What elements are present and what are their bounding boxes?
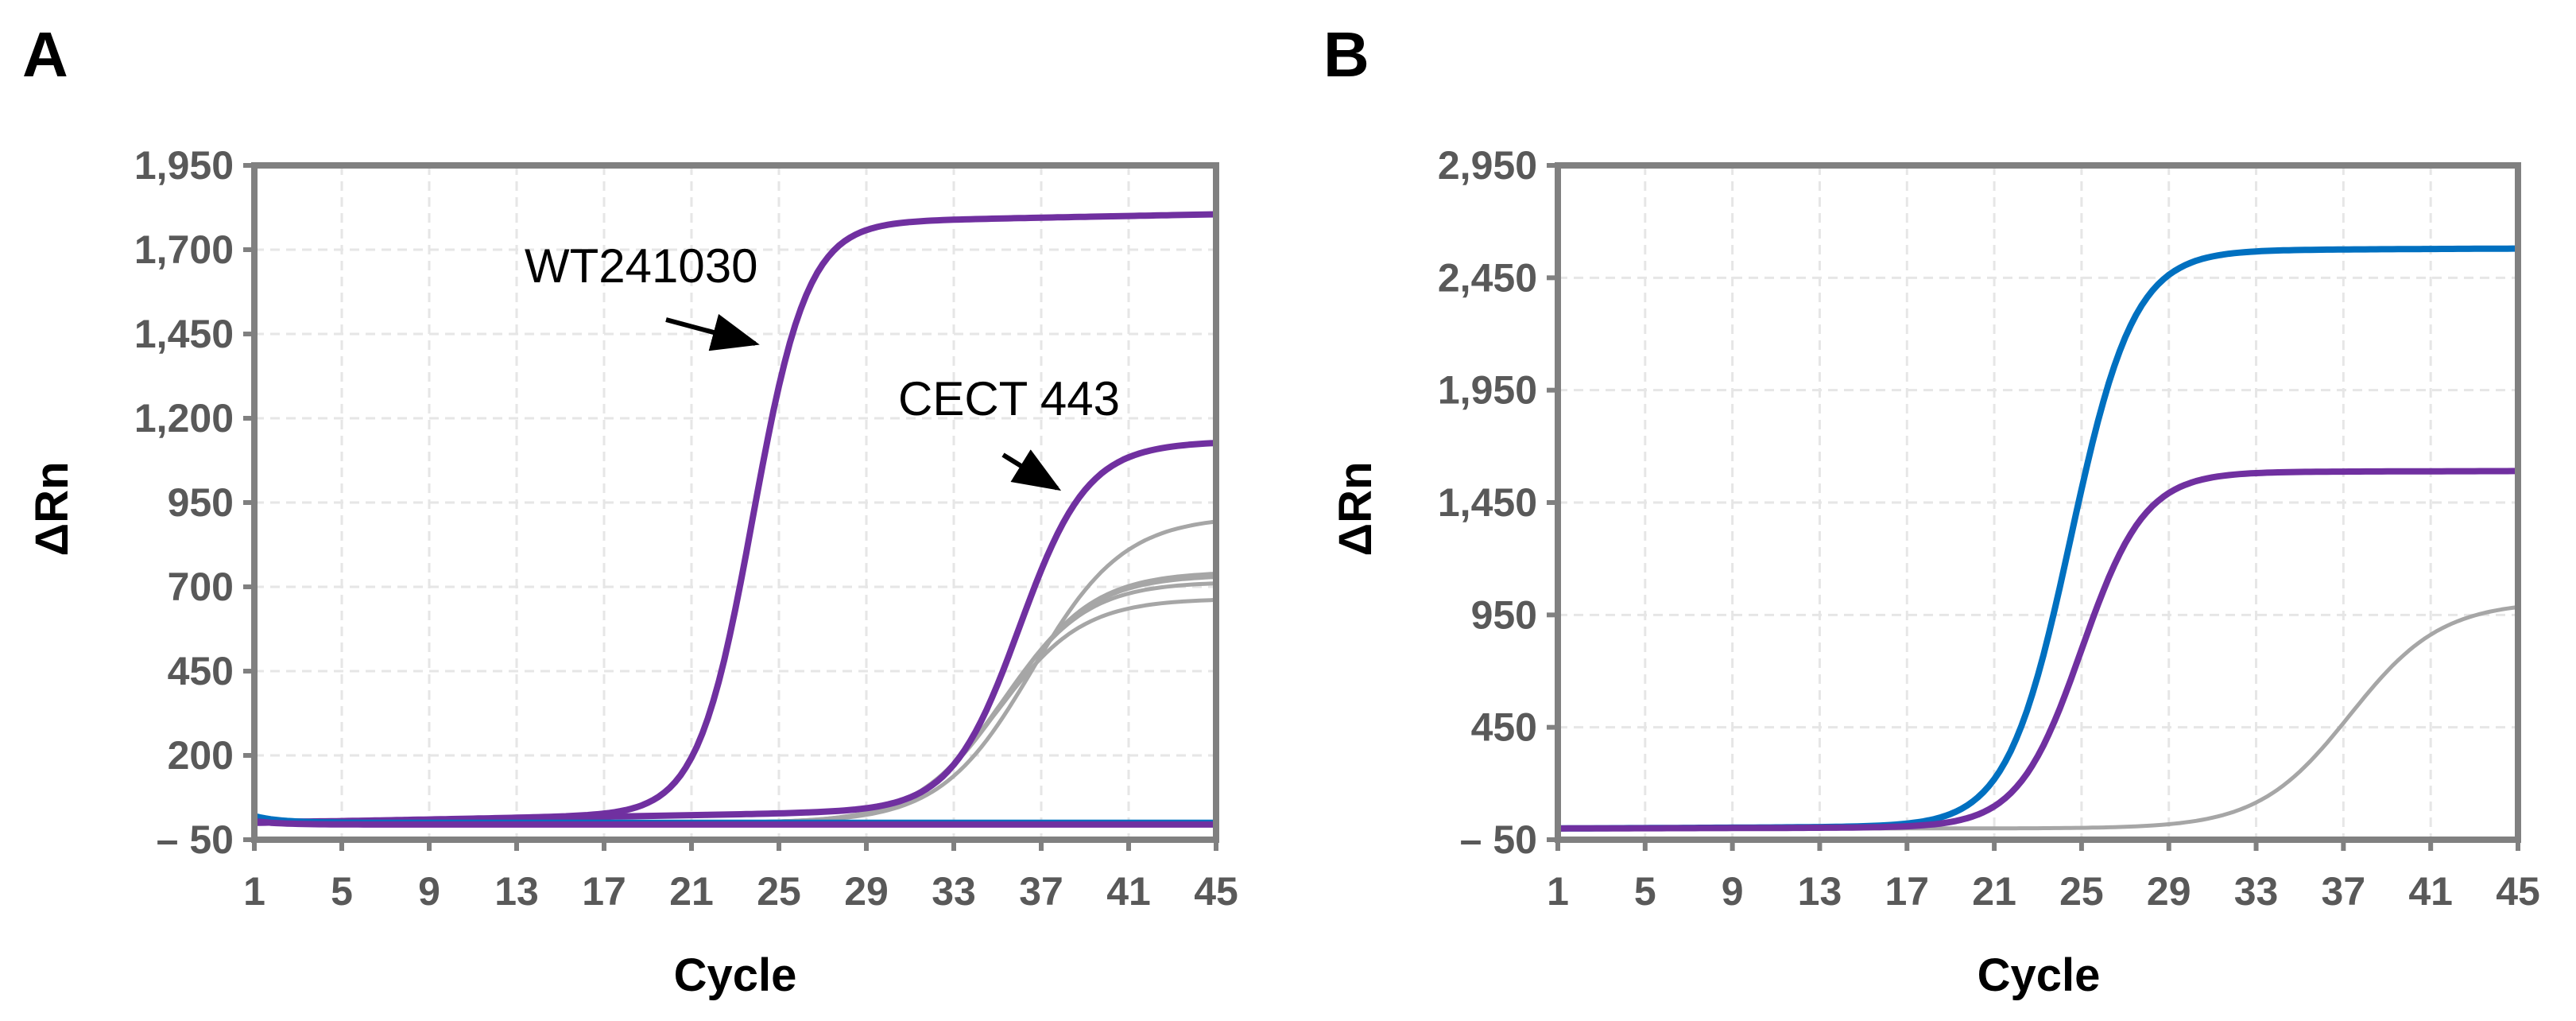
panel-label: B	[1323, 19, 1369, 90]
y-tick-label: 950	[1471, 592, 1537, 637]
x-tick-label: 29	[844, 869, 889, 914]
x-axis-title: Cycle	[674, 949, 797, 1001]
x-tick-label: 9	[418, 869, 440, 914]
x-tick-label: 21	[1972, 869, 2016, 914]
series-line	[251, 817, 1219, 828]
x-tick-label: 9	[1722, 869, 1744, 914]
series-line	[1555, 245, 2521, 832]
x-tick-label: 13	[494, 869, 539, 914]
y-tick-label: – 50	[157, 817, 234, 862]
x-tick-label: 25	[2059, 869, 2104, 914]
x-tick-label: 37	[2322, 869, 2366, 914]
x-tick-label: 5	[1634, 869, 1656, 914]
y-tick-labels: – 50 450 950 1,450 1,950 2,450 2,950	[1438, 143, 1558, 862]
x-tick-label: 29	[2147, 869, 2191, 914]
x-tick-label: 1	[243, 869, 265, 914]
x-tick-label: 41	[2408, 869, 2453, 914]
y-tick-label: 950	[168, 480, 234, 525]
annotation-cect-443: CECT 443	[898, 372, 1120, 425]
x-tick-label: 17	[1885, 869, 1929, 914]
panel-b: B – 50 450 950 1,450 1,950 2,450 2,950 1 5 9 13 17…	[1323, 19, 2540, 1001]
series-line	[1555, 605, 2520, 831]
gridlines	[1556, 164, 2520, 841]
x-axis-title: Cycle	[1978, 949, 2101, 1001]
annotation-arrow-cect-443	[1001, 449, 1062, 491]
annotation-wt241030: WT241030	[525, 239, 758, 293]
y-tick-label: 1,450	[134, 312, 234, 356]
x-tick-label: 17	[582, 869, 626, 914]
y-tick-label: 700	[168, 565, 234, 609]
x-tick-label: 21	[669, 869, 714, 914]
y-tick-label: 450	[168, 649, 234, 693]
annotation-arrow-wt241030	[665, 313, 760, 351]
y-tick-label: 2,450	[1438, 255, 1537, 300]
y-tick-label: 1,200	[134, 396, 234, 441]
panel-a: A – 50 200 450 700 950 1,200 1,450 1,700 1,950 1…	[22, 19, 1238, 1001]
panel-label: A	[22, 19, 68, 90]
y-tick-label: 1,700	[134, 227, 234, 272]
x-tick-label: 45	[1194, 869, 1238, 914]
x-tick-label: 33	[2234, 869, 2279, 914]
y-tick-label: 450	[1471, 705, 1537, 750]
x-tick-label: 5	[331, 869, 353, 914]
x-tick-label: 33	[932, 869, 976, 914]
x-tick-label: 1	[1547, 869, 1569, 914]
x-tick-label: 45	[2496, 869, 2540, 914]
y-tick-labels: – 50 200 450 700 950 1,200 1,450 1,700 1,950	[134, 143, 254, 862]
series-layer	[251, 211, 1219, 828]
y-tick-label: 1,950	[134, 143, 234, 188]
x-tick-label: 13	[1798, 869, 1842, 914]
series-layer	[1555, 245, 2521, 832]
series-line	[252, 598, 1218, 825]
x-tick-label: 41	[1106, 869, 1151, 914]
y-tick-label: 200	[168, 733, 234, 778]
series-line	[1555, 468, 2521, 832]
x-tick-label: 25	[757, 869, 801, 914]
y-tick-label: – 50	[1460, 817, 1537, 862]
x-tick-label: 37	[1019, 869, 1063, 914]
y-axis-title: ΔRn	[1330, 461, 1381, 556]
x-tick-labels: 1 5 9 13 17 21 25 29 33 37 41 45	[243, 840, 1238, 914]
y-axis-title: ΔRn	[26, 461, 78, 556]
y-tick-label: 1,950	[1438, 368, 1537, 413]
y-tick-label: 2,950	[1438, 143, 1537, 188]
x-tick-labels: 1 5 9 13 17 21 25 29 33 37 41 45	[1547, 840, 2540, 914]
y-tick-label: 1,450	[1438, 480, 1537, 525]
series-line-wt241030	[251, 211, 1219, 825]
